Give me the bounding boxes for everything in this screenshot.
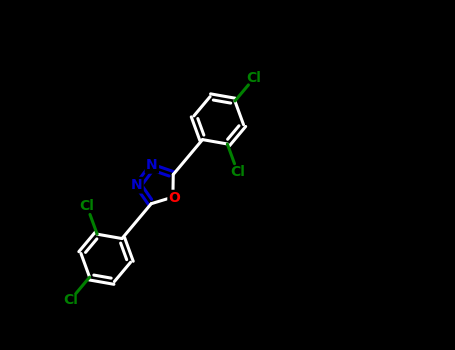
- Text: Cl: Cl: [63, 293, 78, 307]
- Text: Cl: Cl: [230, 165, 245, 179]
- Text: Cl: Cl: [247, 71, 262, 85]
- Text: N: N: [131, 178, 142, 192]
- Text: N: N: [146, 158, 158, 172]
- Text: Cl: Cl: [80, 199, 95, 213]
- Text: O: O: [169, 191, 181, 205]
